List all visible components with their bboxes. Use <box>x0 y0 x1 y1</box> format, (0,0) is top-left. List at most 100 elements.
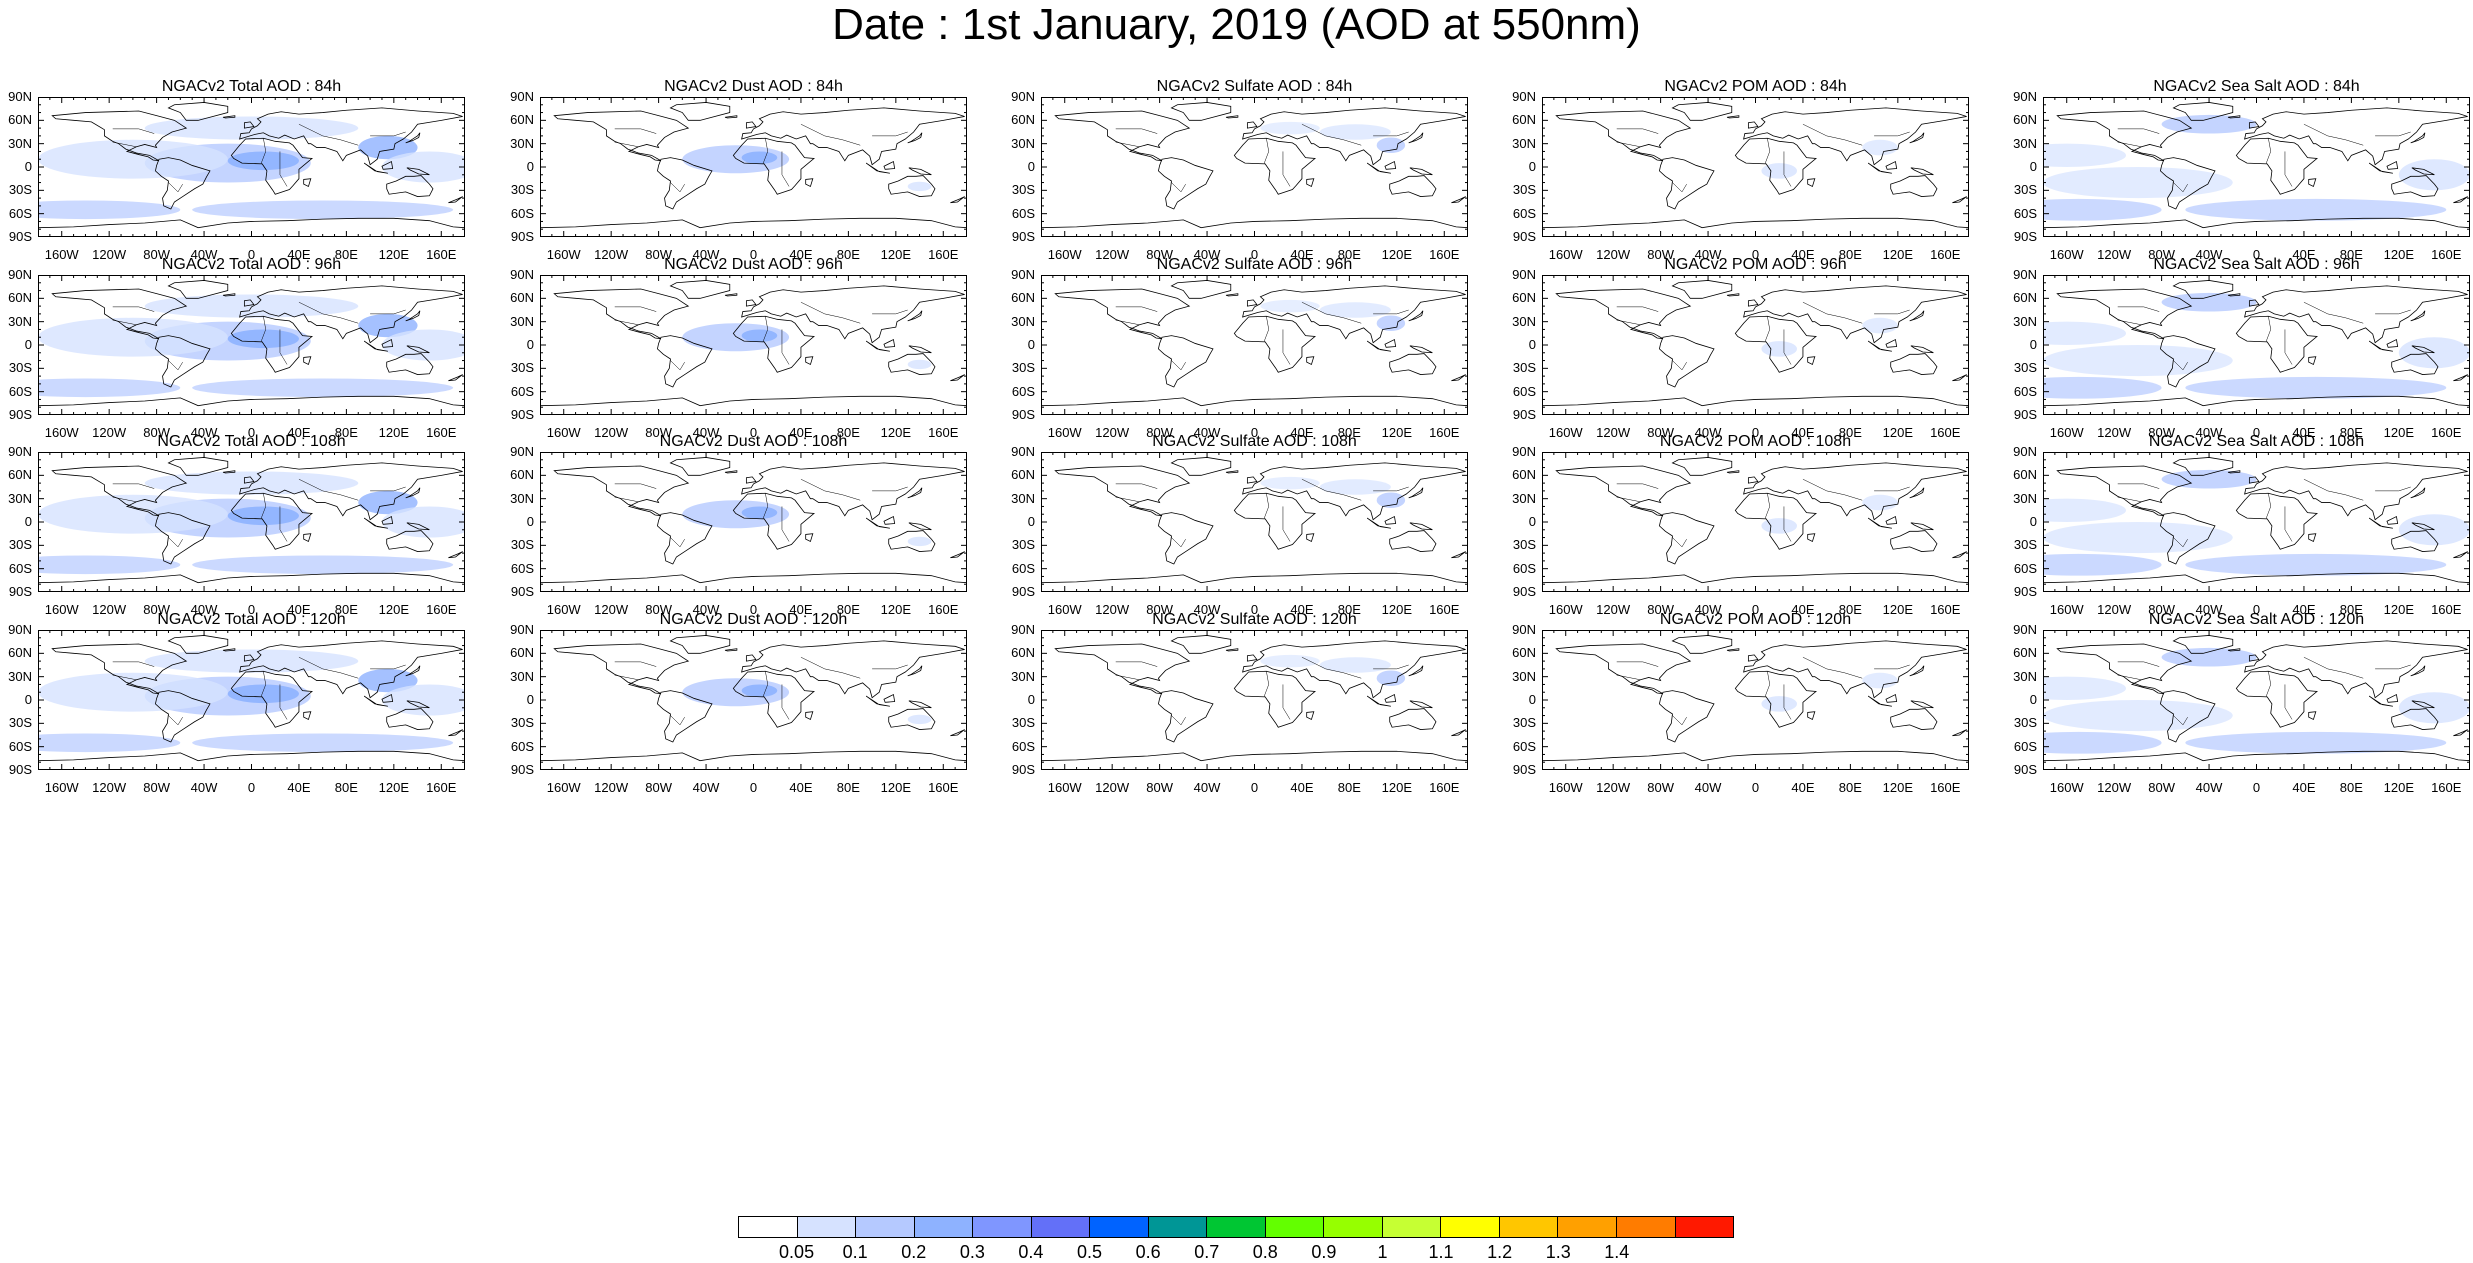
coastline <box>741 107 965 166</box>
country-border <box>2265 671 2271 697</box>
lat-label: 60N <box>1011 467 1035 483</box>
aerosol-plume <box>1376 315 1406 331</box>
coastline <box>656 157 713 210</box>
lon-label: 120W <box>2097 425 2132 440</box>
lat-label: 90S <box>2013 762 2037 777</box>
country-border <box>2375 131 2411 137</box>
antarctic-coastline <box>38 750 465 762</box>
lat-label: 30N <box>2013 313 2037 329</box>
coastline <box>1910 700 1934 709</box>
panel-title: NGACv2 Sea Salt AOD : 96h <box>2153 256 2360 273</box>
aerosol-plume <box>38 317 228 357</box>
lon-label: 80W <box>1146 247 1173 262</box>
coastline <box>1747 299 1759 307</box>
lon-label: 0 <box>1751 780 1760 795</box>
lon-label: 80E <box>836 780 860 795</box>
antarctic-coastline <box>1041 572 1468 584</box>
lon-label: 160E <box>1930 247 1961 262</box>
lon-label: 40W <box>692 602 720 617</box>
country-border <box>2265 316 2271 342</box>
country-border <box>2375 664 2411 670</box>
coastline <box>2391 175 2439 197</box>
lat-label: 60S <box>1011 205 1035 221</box>
lon-label: 160E <box>1429 247 1460 262</box>
coastline <box>2227 115 2241 119</box>
coastline <box>303 711 312 721</box>
country-border <box>370 131 406 137</box>
coastline <box>1384 338 1397 348</box>
map-panel: NGACv2 Sea Salt AOD : 108h 90N 60N 30N 0 30S 6… <box>2003 432 2473 632</box>
lat-label: 90S <box>1512 407 1536 422</box>
aerosol-plume <box>907 359 932 370</box>
coastline <box>2244 285 2468 344</box>
map-panel: NGACv2 Sea Salt AOD : 84h 90N 60N 30N 0 30S 60… <box>2003 77 2473 277</box>
country-border <box>112 306 155 312</box>
colorbar-swatch <box>1090 1217 1149 1237</box>
country-border <box>1672 537 1687 548</box>
aerosol-plume <box>1376 670 1406 686</box>
coastline <box>805 356 814 366</box>
country-border <box>614 141 639 148</box>
coastline <box>2248 476 2260 484</box>
lon-label: 0 <box>2252 602 2261 617</box>
lat-label: 60S <box>510 560 534 576</box>
coastline <box>1054 643 1191 695</box>
aerosol-plume <box>1319 479 1391 495</box>
coastline <box>1885 338 1898 348</box>
lat-label: 90N <box>1512 267 1536 282</box>
lon-label: 40W <box>1694 602 1722 617</box>
aerosol-plume <box>38 672 228 712</box>
lat-label: 90S <box>2013 229 2037 244</box>
coastline <box>2056 288 2193 340</box>
lon-label: 160W <box>2049 780 2084 795</box>
coastline <box>1366 695 1391 707</box>
colorbar-label: 1.3 <box>1545 1242 1571 1262</box>
lon-label: 80W <box>1146 602 1173 617</box>
country-border <box>1373 309 1409 315</box>
aerosol-plume <box>38 733 181 753</box>
lon-label: 80E <box>1838 425 1862 440</box>
lon-label: 40W <box>190 780 218 795</box>
lon-label: 160W <box>1047 780 1082 795</box>
lon-label: 120E <box>1882 247 1914 262</box>
lon-label: 120W <box>2097 247 2132 262</box>
country-border <box>260 138 266 164</box>
aerosol-plume <box>1260 299 1320 313</box>
lon-label: 120W <box>92 602 127 617</box>
lat-label: 90S <box>510 762 534 777</box>
lon-label: 40E <box>287 602 311 617</box>
coastline <box>732 315 815 373</box>
aerosol-plume <box>1862 672 1898 689</box>
lon-label: 160E <box>1429 780 1460 795</box>
lon-label: 160W <box>1047 602 1082 617</box>
lon-label: 160W <box>546 602 581 617</box>
lon-label: 40E <box>287 247 311 262</box>
coastline <box>2056 110 2193 162</box>
lon-label: 80W <box>1647 780 1674 795</box>
coastline <box>805 711 814 721</box>
coastline <box>553 465 690 517</box>
lon-label: 120W <box>2097 780 2132 795</box>
lon-label: 160E <box>1429 425 1460 440</box>
coastline <box>888 353 936 375</box>
coastline <box>405 665 421 677</box>
lon-label: 40W <box>1694 780 1722 795</box>
colorbar-label: 1.1 <box>1428 1242 1454 1262</box>
lon-label: 160E <box>2431 247 2462 262</box>
coastline <box>405 487 421 499</box>
aerosol-plume <box>358 135 418 160</box>
coastline <box>386 708 434 730</box>
aerosol-plume <box>358 490 418 515</box>
panel-title: NGACv2 Total AOD : 96h <box>161 256 342 273</box>
lat-label: 60N <box>510 290 534 306</box>
coastline <box>2410 132 2426 144</box>
country-border <box>762 671 768 697</box>
lon-label: 160W <box>1548 602 1583 617</box>
coastline <box>1555 288 1692 340</box>
coastline <box>239 640 463 699</box>
lat-label: 30N <box>510 490 534 506</box>
lat-label: 30N <box>8 490 32 506</box>
lon-label: 160W <box>1548 425 1583 440</box>
coastline <box>2159 690 2216 743</box>
aerosol-plume <box>38 139 228 179</box>
